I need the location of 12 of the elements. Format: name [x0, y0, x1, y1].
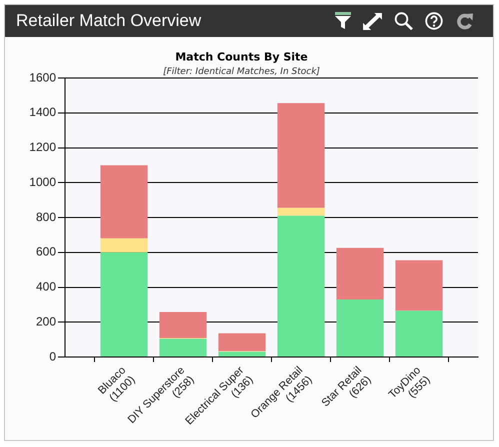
chart-subtitle: [Filter: Identical Matches, In Stock] — [163, 66, 320, 77]
y-tick-label: 1000 — [29, 174, 56, 189]
y-tick-label: 1600 — [29, 70, 56, 84]
y-tick-label: 400 — [36, 280, 56, 294]
chart-title: Match Counts By Site — [175, 50, 308, 64]
y-tick-label: 800 — [36, 210, 56, 224]
y-tick-label: 200 — [36, 314, 56, 328]
text: Retailer Match Overview — [16, 11, 202, 31]
y-tick-label: 1200 — [29, 140, 56, 154]
y-tick-label: 1400 — [29, 105, 56, 120]
y-tick-label: 0 — [49, 349, 56, 364]
y-tick-label: 600 — [36, 244, 56, 259]
